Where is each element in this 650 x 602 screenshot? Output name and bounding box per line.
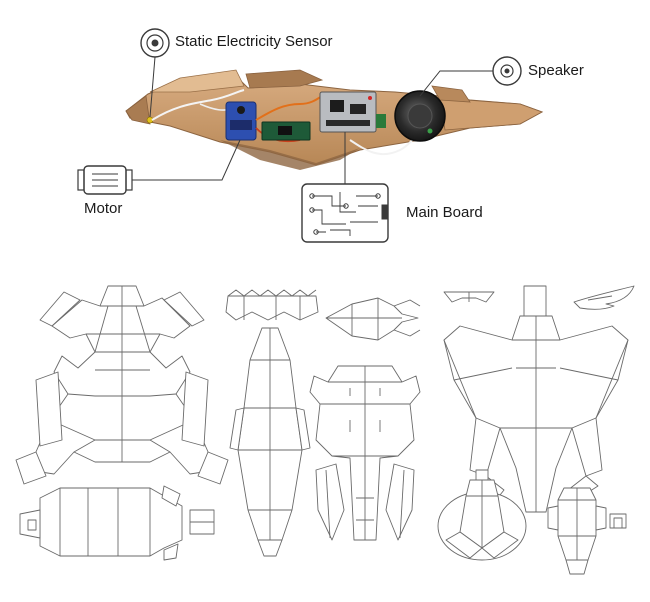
cardboard-flap-top	[149, 69, 245, 93]
motor-icon-cap-right	[125, 169, 133, 191]
main-board-icon-pad-1	[309, 193, 315, 199]
callouts	[77, 28, 522, 243]
board-chip-1	[330, 100, 344, 112]
main-board-icon-pad-3	[313, 229, 319, 235]
cardboard-flap-rear	[245, 69, 324, 89]
speaker-dot	[427, 128, 433, 134]
board-header	[326, 120, 370, 126]
pattern-middle-insect-head	[325, 297, 419, 341]
cardboard-nose-flap	[431, 85, 471, 103]
pattern-left-abdomen	[39, 487, 183, 557]
speaker-leader	[419, 70, 493, 97]
static-sensor-icon-mid	[146, 34, 164, 52]
white-wire	[151, 89, 245, 121]
main-board-label: Main Board	[406, 204, 483, 221]
speaker-icon-dot	[504, 68, 510, 74]
speaker-cone	[407, 103, 433, 129]
board-chip-2	[350, 104, 366, 114]
small-pcb-chip	[278, 126, 292, 135]
motor-icon-cap-left	[77, 169, 85, 191]
static-sensor-label: Static Electricity Sensor	[175, 33, 333, 50]
cutting-patterns	[15, 285, 635, 575]
robot-photo	[125, 69, 544, 170]
motor-leader	[132, 139, 241, 181]
main-board-icon-traces	[312, 192, 378, 236]
speaker-label: Speaker	[528, 62, 584, 79]
static-sensor-icon-dot	[151, 39, 159, 47]
main-board-icon-pad-2	[309, 207, 315, 213]
cardboard-nose	[439, 97, 543, 131]
main-board-icon-pad-4	[343, 203, 349, 209]
main-board-icon-pins	[381, 204, 389, 220]
speaker-icon-mid	[500, 64, 514, 78]
cardboard-underside	[220, 140, 360, 170]
pattern-right-body	[437, 285, 635, 575]
motor-label: Motor	[84, 200, 123, 217]
orange-wire	[255, 95, 323, 121]
pattern-left-body	[15, 285, 229, 561]
static-sensor-leader	[149, 56, 156, 118]
servo-label	[230, 120, 252, 130]
servo-gear	[237, 106, 245, 114]
board-led	[368, 96, 372, 100]
pattern-middle-body	[225, 289, 421, 557]
board-green-tab	[376, 114, 386, 128]
cardboard-tail	[125, 95, 151, 125]
pattern-right-stalk	[523, 285, 547, 317]
pattern-middle-zigzag	[227, 289, 317, 297]
main-board-icon-pad-5	[375, 193, 381, 199]
